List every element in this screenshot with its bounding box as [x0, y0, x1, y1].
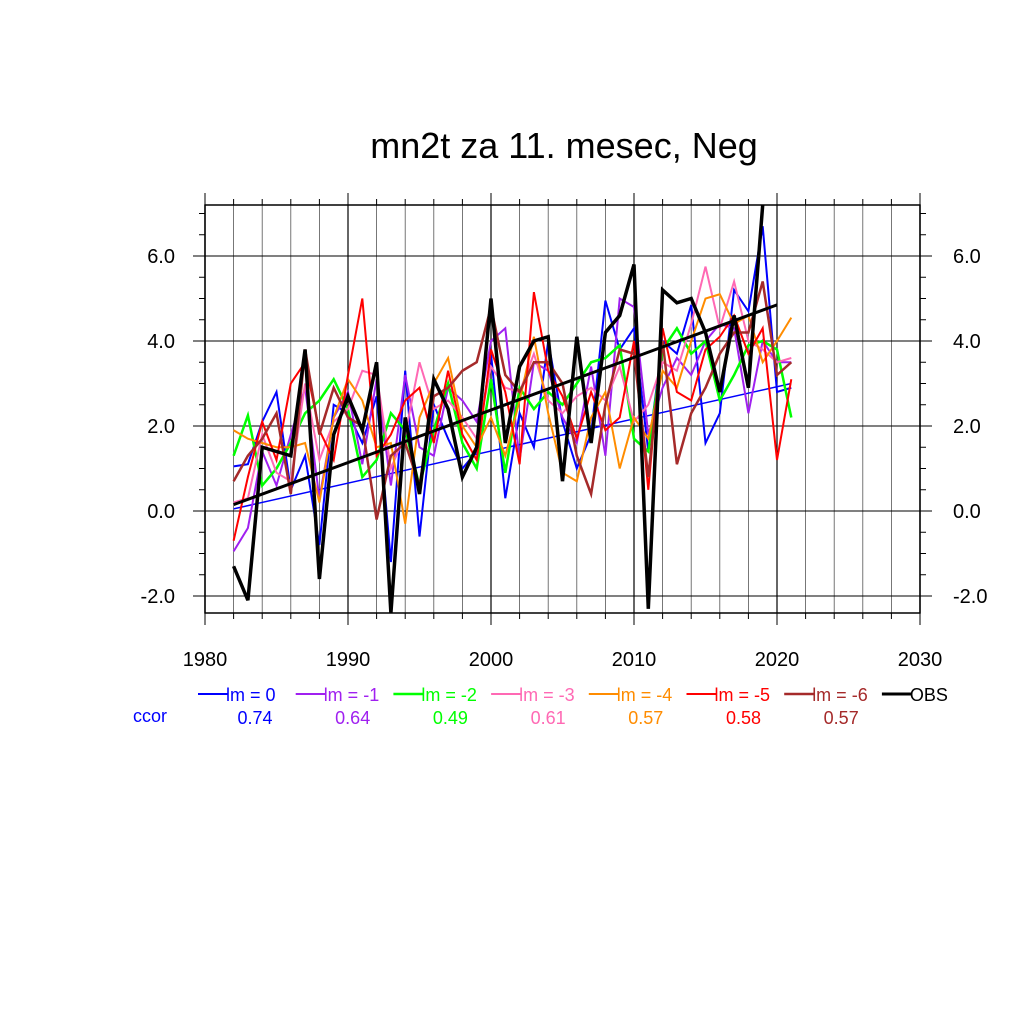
legend-label-lm-2: lm = -2	[421, 685, 477, 705]
x-tick-label: 2020	[755, 649, 800, 671]
legend-label-lm-5: lm = -5	[715, 685, 771, 705]
series-line-lm-5	[232, 291, 793, 541]
trend-line-obs	[233, 303, 778, 507]
legend-label-lm-4: lm = -4	[617, 685, 673, 705]
y-tick-label-left: 4.0	[147, 331, 175, 353]
y-tick-label-left: 6.0	[147, 246, 175, 268]
ccor-value-lm-1: 0.64	[335, 708, 370, 728]
y-tick-label-left: 0.0	[147, 501, 175, 523]
plot-frame	[204, 204, 921, 614]
x-tick-label: 1990	[326, 649, 371, 671]
series-line-lm-3	[233, 266, 792, 504]
x-tick-label: 2030	[898, 649, 943, 671]
legend: ccor lm = 0 0.74 lm = -1 0.64 lm = -2 0.49 lm …	[133, 685, 948, 728]
ccor-value-lm-3: 0.61	[531, 708, 566, 728]
y-tick-label-right: 6.0	[953, 246, 981, 268]
y-tick-label-left: -2.0	[141, 586, 175, 608]
x-tick-label: 2010	[612, 649, 657, 671]
y-tick-label-right: 4.0	[953, 331, 981, 353]
chart-title: mn2t za 11. mesec, Neg	[370, 125, 758, 166]
legend-label-lm-3: lm = -3	[519, 685, 575, 705]
ccor-value-lm-6: 0.57	[824, 708, 859, 728]
x-tick-label: 1980	[183, 649, 228, 671]
series-line-lm-6	[232, 281, 793, 520]
trend-line-lm-0	[233, 382, 792, 510]
legend-label-obs: OBS	[910, 685, 948, 705]
series-line-obs	[231, 204, 765, 614]
ccor-value-lm-5: 0.58	[726, 708, 761, 728]
legend-label-lm-1: lm = -1	[324, 685, 380, 705]
ccor-label: ccor	[133, 706, 167, 726]
legend-label-lm-6: lm = -6	[812, 685, 868, 705]
axes: 1980 1990 2000 2010 2020 2030 -2.0 -2.0 0.0 0.0 2.…	[141, 193, 987, 671]
y-tick-label-right: -2.0	[953, 586, 987, 608]
ccor-value-lm-4: 0.57	[628, 708, 663, 728]
y-tick-label-right: 0.0	[953, 501, 981, 523]
ccor-value-lm-0: 0.74	[237, 708, 272, 728]
series-layer	[231, 204, 793, 614]
y-tick-label-right: 2.0	[953, 416, 981, 438]
legend-label-lm-0: lm = 0	[226, 685, 276, 705]
ccor-value-lm-2: 0.49	[433, 708, 468, 728]
y-tick-label-left: 2.0	[147, 416, 175, 438]
x-tick-label: 2000	[469, 649, 514, 671]
